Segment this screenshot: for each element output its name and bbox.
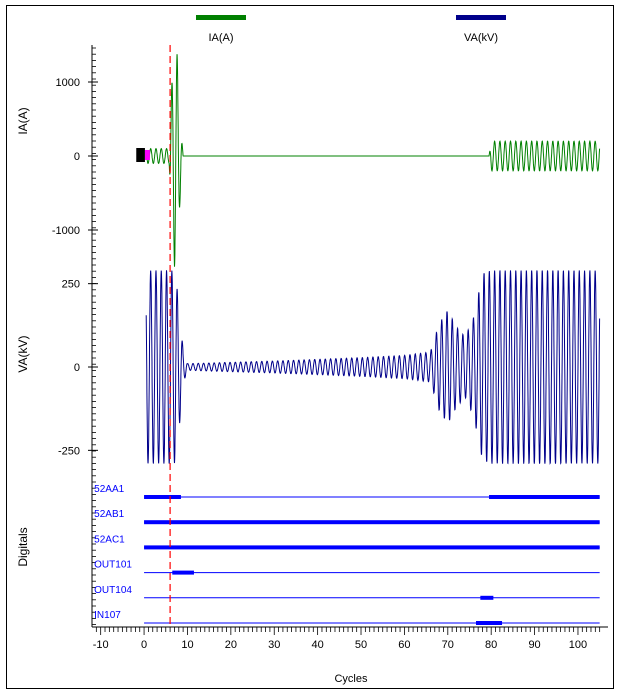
va-tick-label: -250 xyxy=(58,445,80,457)
digital-active-segment xyxy=(489,495,600,499)
chart-svg: IA(A) VA(kV) IA(A) VA(kV) Digitals Cycle… xyxy=(6,5,614,689)
va-tick-label: 0 xyxy=(74,362,80,374)
va-series xyxy=(145,270,601,465)
event-marker xyxy=(136,148,145,162)
digital-label-out101: OUT101 xyxy=(94,560,132,571)
legend-swatch-va xyxy=(456,15,506,20)
x-tick-label: 90 xyxy=(528,639,540,651)
ia-tick-label: 0 xyxy=(74,151,80,163)
digital-active-segment xyxy=(144,545,600,550)
x-tick-label: 40 xyxy=(312,639,324,651)
digital-active-segment xyxy=(144,495,181,499)
x-tick-label: 20 xyxy=(225,639,237,651)
legend-label-ia: IA(A) xyxy=(208,32,233,44)
x-tick-label: 0 xyxy=(141,639,147,651)
x-tick-label: 60 xyxy=(398,639,410,651)
x-tick-label: 80 xyxy=(485,639,497,651)
digitals-axis-label: Digitals xyxy=(16,527,30,566)
x-tick-label: 50 xyxy=(355,639,367,651)
x-tick-label: 30 xyxy=(268,639,280,651)
ia-series xyxy=(136,54,601,267)
digital-label-52ac1: 52AC1 xyxy=(94,534,125,545)
x-tick-label: 70 xyxy=(442,639,454,651)
digital-label-52aa1: 52AA1 xyxy=(94,484,124,495)
ia-tick-label: -1000 xyxy=(52,225,80,237)
digital-active-segment xyxy=(172,570,194,575)
digital-active-segment xyxy=(476,621,503,625)
ia-tick-label: 1000 xyxy=(56,77,80,89)
legend: IA(A) VA(kV) xyxy=(196,15,506,44)
ia-waveform xyxy=(145,54,601,267)
va-axis-label: VA(kV) xyxy=(16,335,30,372)
digital-label-52ab1: 52AB1 xyxy=(94,509,124,520)
x-tick-label: 100 xyxy=(569,639,587,651)
digital-active-segment xyxy=(144,520,600,525)
ia-axis-label: IA(A) xyxy=(16,107,30,134)
legend-swatch-ia xyxy=(196,15,246,20)
x-axis-label: Cycles xyxy=(334,673,368,685)
x-tick-label: 10 xyxy=(181,639,193,651)
event-marker-accent xyxy=(144,150,150,160)
digital-label-out104: OUT104 xyxy=(94,585,132,596)
x-tick-label: -10 xyxy=(93,639,109,651)
legend-label-va: VA(kV) xyxy=(464,32,498,44)
chart-border xyxy=(6,5,614,689)
va-waveform xyxy=(145,270,601,465)
digital-active-segment xyxy=(480,595,494,600)
va-tick-label: 250 xyxy=(62,279,80,291)
digital-label-in107: IN107 xyxy=(94,610,121,621)
chart-frame: IA(A) VA(kV) IA(A) VA(kV) Digitals Cycle… xyxy=(6,5,614,689)
digital-channels: 52AA1 52AB1 52AC1 OUT101 OUT104 IN107 xyxy=(94,484,600,625)
axes-layer: 1000 0 -1000 250 0 -250 -10 0 10 20 30 40 50 60 70 80 90… xyxy=(52,45,608,651)
